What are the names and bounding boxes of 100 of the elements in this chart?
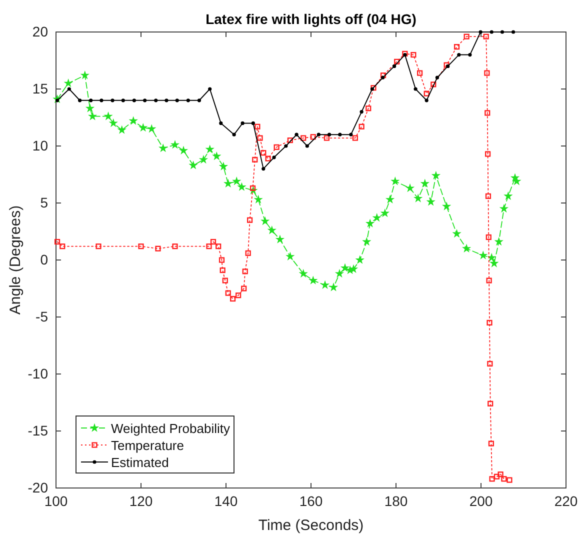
point [358, 124, 364, 130]
point [254, 124, 260, 130]
point [110, 98, 114, 102]
y-tick-label: 15 [32, 80, 48, 96]
point [284, 144, 288, 148]
point [210, 238, 216, 245]
y-tick-label: -10 [28, 365, 48, 382]
point [490, 258, 499, 268]
point [206, 244, 212, 250]
point [334, 268, 344, 278]
point [424, 98, 428, 102]
point [403, 53, 407, 57]
point [220, 267, 226, 274]
point [80, 70, 90, 80]
point [444, 62, 450, 68]
point [260, 216, 270, 226]
point [138, 244, 144, 250]
point [490, 30, 494, 34]
point [265, 156, 271, 162]
point [117, 125, 126, 134]
point [381, 76, 385, 80]
point [225, 290, 231, 296]
point [512, 30, 516, 34]
point [424, 90, 430, 96]
point [88, 112, 98, 120]
point [218, 162, 228, 170]
y-tick-label: 5 [40, 194, 48, 210]
point [198, 154, 208, 164]
point [219, 121, 223, 125]
point [506, 477, 512, 483]
point [485, 151, 491, 157]
point [260, 150, 266, 156]
point [442, 202, 452, 210]
point [310, 134, 316, 140]
point [230, 296, 236, 302]
point [257, 135, 263, 141]
y-tick-label: -20 [28, 479, 48, 496]
point [328, 282, 338, 292]
point [468, 53, 472, 57]
point [85, 104, 95, 112]
y-tick-label: 20 [32, 23, 48, 40]
point [352, 135, 358, 141]
point [212, 151, 222, 160]
point [485, 193, 492, 199]
point [464, 34, 470, 40]
point [208, 87, 212, 91]
point [478, 250, 488, 260]
point [300, 135, 306, 141]
point [64, 78, 73, 88]
point [392, 64, 396, 68]
point [366, 218, 375, 228]
chart-title: Latex fire with lights off (04 HG) [206, 11, 416, 27]
point [267, 226, 276, 234]
point [417, 70, 423, 76]
point [170, 140, 180, 149]
point [324, 135, 330, 141]
point [370, 87, 374, 91]
point [486, 320, 492, 326]
point [414, 87, 418, 91]
point [362, 236, 372, 246]
point [236, 292, 242, 298]
point [501, 476, 507, 482]
point [275, 234, 285, 244]
point [251, 121, 255, 125]
point [500, 30, 504, 34]
y-tick-label: 10 [32, 137, 48, 154]
point [380, 208, 390, 218]
point [188, 160, 198, 170]
point [486, 278, 492, 284]
x-tick-label: 180 [384, 492, 408, 509]
point [197, 98, 202, 102]
x-tick-label: 200 [469, 492, 493, 509]
point [484, 110, 490, 116]
point [104, 112, 113, 120]
point [67, 87, 71, 91]
point [370, 85, 376, 91]
point [349, 132, 353, 136]
x-tick-label: 160 [299, 492, 323, 509]
y-tick-label: -5 [36, 308, 48, 324]
point [402, 50, 408, 56]
point [355, 255, 364, 264]
point [138, 122, 148, 132]
point [372, 213, 382, 222]
point [155, 246, 161, 252]
point [172, 244, 178, 250]
point [499, 204, 509, 213]
point [232, 132, 236, 136]
x-tick-label: 120 [129, 492, 153, 509]
point [178, 146, 188, 154]
point [89, 98, 93, 102]
point [410, 52, 416, 58]
point [154, 98, 158, 102]
point [394, 58, 400, 64]
point [216, 244, 222, 250]
point [132, 98, 136, 102]
point [60, 244, 66, 250]
point [245, 250, 251, 256]
point [457, 53, 461, 57]
y-axis-title: Angle (Degrees) [7, 205, 24, 315]
point [224, 178, 233, 188]
